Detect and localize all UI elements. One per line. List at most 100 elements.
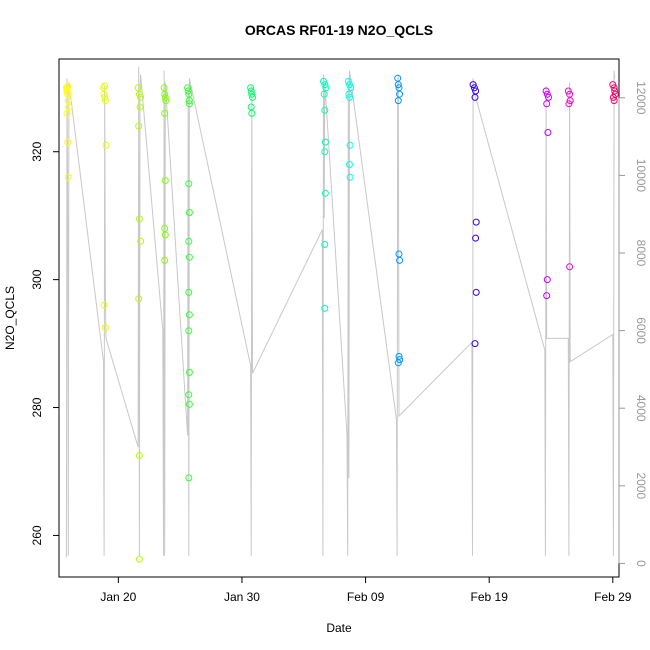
data-point: [321, 148, 329, 156]
data-point: [185, 253, 193, 261]
data-point: [185, 474, 193, 482]
chart-title: ORCAS RF01-19 N2O_QCLS: [245, 22, 433, 38]
data-point: [185, 327, 193, 335]
y-tick-label: 260: [30, 525, 44, 545]
y-right-tick-label: 2000: [634, 472, 648, 499]
x-tick-label: Jan 30: [224, 590, 260, 604]
data-point: [346, 81, 353, 89]
data-point: [134, 84, 142, 92]
data-point: [321, 106, 329, 114]
data-point: [135, 555, 143, 563]
data-point: [396, 256, 404, 264]
data-point: [161, 93, 169, 101]
y-right-tick-label: 12000: [634, 81, 648, 115]
data-point: [543, 292, 551, 300]
y-right-tick-label: 0: [634, 560, 648, 567]
data-point: [136, 103, 144, 111]
data-point: [161, 109, 169, 117]
altitude-trace-line: [65, 66, 616, 558]
data-point: [609, 81, 617, 89]
data-point: [394, 97, 402, 105]
data-point: [346, 173, 354, 181]
data-point: [472, 234, 480, 242]
data-point: [544, 129, 552, 136]
data-point: [65, 103, 73, 111]
data-points-layer: [62, 74, 619, 563]
data-point: [64, 97, 72, 105]
data-point: [396, 356, 404, 364]
data-point: [321, 138, 329, 146]
data-point: [137, 237, 145, 245]
data-point: [135, 295, 143, 303]
data-point: [347, 84, 355, 92]
data-point: [185, 100, 193, 108]
data-point: [249, 93, 256, 101]
data-point: [345, 90, 353, 98]
data-point: [102, 141, 110, 149]
data-point: [135, 215, 143, 223]
data-point: [566, 97, 574, 105]
data-point: [346, 161, 353, 168]
x-tick-label: Jan 20: [100, 590, 136, 604]
data-point: [344, 77, 352, 85]
data-point: [161, 231, 169, 239]
data-point: [470, 84, 478, 92]
plot-frame: [58, 58, 620, 578]
y-axis-right: 0 2000 4000 6000 8000 10000 12000: [618, 81, 648, 567]
x-tick-label: Feb 09: [347, 590, 385, 604]
data-point: [101, 324, 109, 332]
data-point: [100, 90, 108, 98]
data-point: [247, 103, 255, 111]
data-point: [609, 93, 617, 101]
data-point: [64, 173, 72, 181]
data-point: [101, 97, 109, 105]
data-point: [185, 97, 193, 105]
data-point: [63, 87, 71, 95]
y-tick-label: 280: [30, 397, 44, 417]
data-point: [161, 90, 169, 98]
data-point: [135, 122, 143, 130]
y-right-tick-label: 6000: [634, 317, 648, 344]
y-tick-label: 320: [30, 141, 44, 161]
y-right-tick-label: 8000: [634, 240, 648, 267]
data-point: [610, 84, 618, 92]
data-point: [565, 100, 573, 108]
y-axis-label: N2O_QCLS: [3, 286, 17, 350]
data-point: [247, 84, 255, 92]
data-point: [248, 109, 256, 117]
data-point: [542, 87, 550, 95]
y-right-tick-label: 10000: [634, 159, 648, 193]
data-point: [321, 304, 329, 312]
data-point: [185, 368, 193, 376]
data-point: [185, 209, 193, 216]
data-point: [346, 141, 354, 149]
data-point: [321, 189, 329, 197]
data-point: [610, 97, 618, 105]
data-point: [64, 138, 72, 146]
data-point: [101, 93, 109, 101]
data-point: [63, 109, 71, 117]
data-point: [394, 359, 402, 367]
data-point: [137, 93, 145, 101]
y-right-tick-label: 4000: [634, 395, 648, 422]
data-point: [184, 87, 192, 95]
data-point: [321, 241, 329, 248]
data-point: [394, 81, 402, 89]
data-point: [320, 77, 327, 85]
data-point: [247, 87, 255, 95]
x-tick-label: Feb 19: [471, 590, 509, 604]
data-point: [566, 263, 574, 271]
data-point: [320, 90, 328, 98]
data-point: [471, 340, 479, 348]
data-point: [185, 311, 193, 319]
data-point: [471, 93, 479, 101]
data-point: [543, 90, 551, 98]
data-point: [396, 90, 404, 98]
data-point: [248, 90, 256, 98]
data-point: [346, 93, 353, 101]
data-point: [611, 87, 619, 95]
data-point: [101, 82, 109, 90]
data-point: [185, 391, 193, 399]
data-point: [135, 90, 143, 98]
